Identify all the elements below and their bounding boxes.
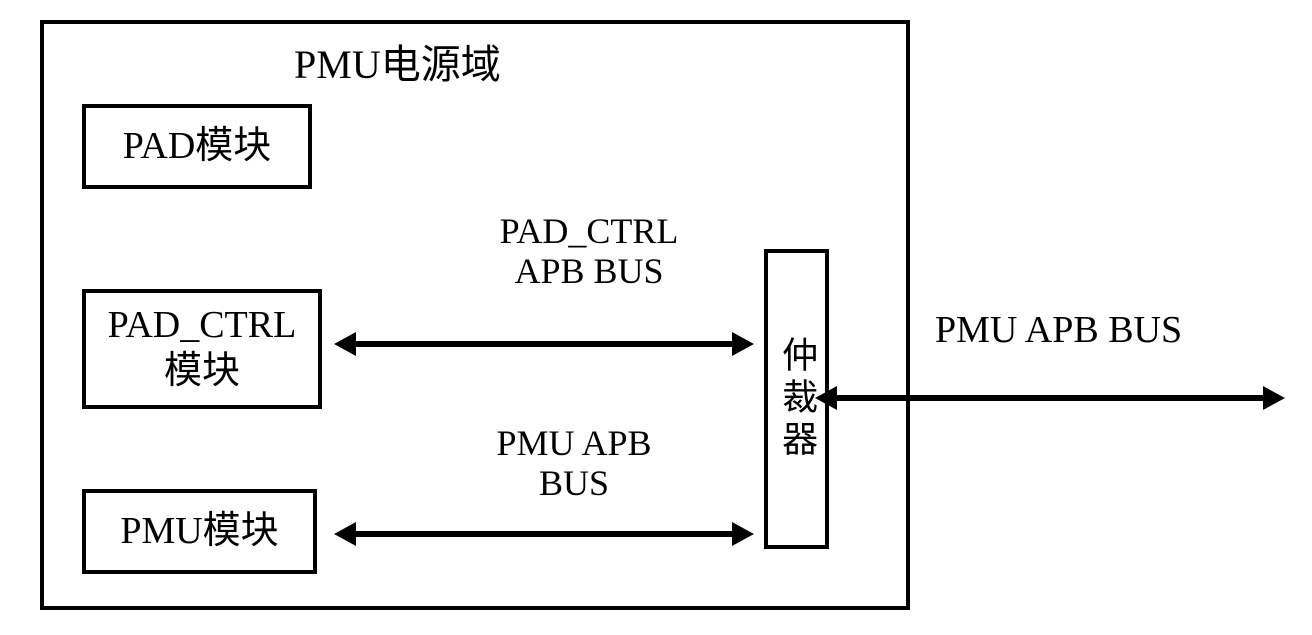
- pad-module: PAD模块: [82, 104, 312, 189]
- pmu-power-domain-box: PMU电源域 PAD模块 PAD_CTRL 模块 PMU模块 仲裁器 PAD_C…: [40, 20, 910, 610]
- domain-title: PMU电源域: [294, 32, 501, 90]
- pmu-module: PMU模块: [82, 489, 317, 574]
- arbiter-to-external-arrow: [815, 378, 1285, 418]
- pad-ctrl-to-arbiter-arrow: [334, 324, 754, 364]
- pad-ctrl-module-label: PAD_CTRL 模块: [108, 303, 297, 394]
- arbiter-label: 仲裁器: [775, 336, 818, 462]
- pmu-to-arbiter-arrow: [334, 514, 754, 554]
- pmu-apb-external-bus-label: PMU APB BUS: [935, 310, 1182, 352]
- pad-ctrl-module: PAD_CTRL 模块: [82, 289, 322, 409]
- pad-ctrl-apb-bus-label: PAD_CTRL APB BUS: [459, 212, 719, 291]
- pmu-apb-bus-label: PMU APB BUS: [464, 424, 684, 503]
- pad-module-label: PAD模块: [123, 124, 272, 170]
- pmu-module-label: PMU模块: [120, 509, 278, 555]
